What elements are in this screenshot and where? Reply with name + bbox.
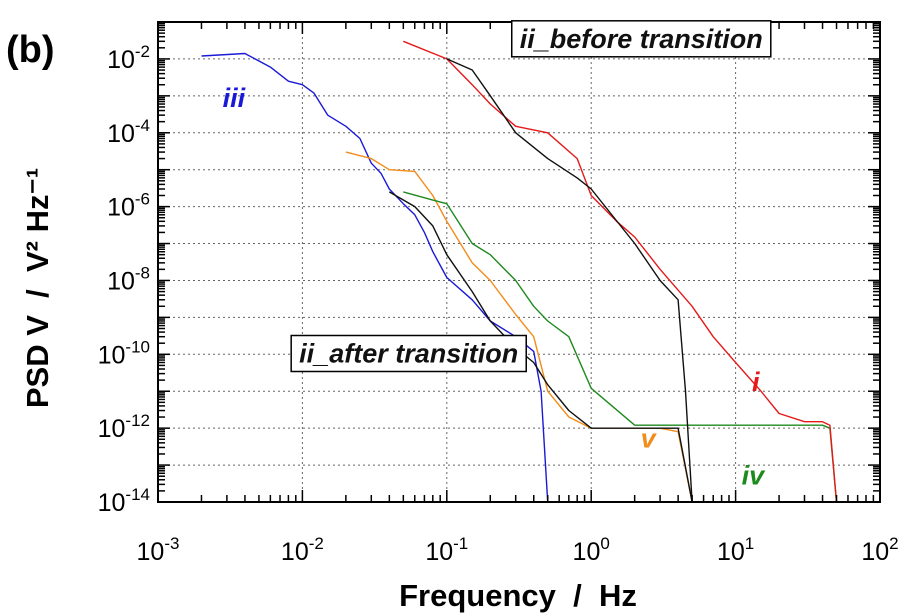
y-tick-label: 10-2 [107, 42, 150, 74]
x-axis-label: Frequency / Hz [399, 578, 637, 613]
series-iii [201, 52, 549, 502]
x-tick-label: 10-3 [137, 534, 180, 566]
y-axis-label: PSD V / V² Hz⁻¹ [20, 168, 55, 408]
y-tick-label: 10-14 [98, 485, 150, 517]
annotation-ii-after-transition: ii_after transition [299, 338, 518, 368]
series-ii-before-transition [446, 58, 693, 502]
panel-label: (b) [6, 29, 55, 71]
series-i [403, 40, 838, 502]
x-tick-label: 101 [717, 534, 754, 566]
y-tick-label: 10-4 [107, 116, 150, 148]
y-tick-label: 10-10 [98, 337, 150, 369]
annotation-ii-before-transition-box [510, 20, 772, 58]
x-tick-label: 100 [573, 534, 610, 566]
annotation-iv: iv [742, 460, 767, 490]
x-tick-label: 10-2 [281, 534, 324, 566]
x-tick-label: 10-1 [425, 534, 468, 566]
annotation-ii-after-transition-box [290, 334, 527, 373]
series-iv [403, 191, 838, 502]
x-tick-label: 102 [861, 534, 898, 566]
annotation-iii: iii [223, 83, 246, 113]
plot-frame [157, 21, 881, 503]
series-annotations: iii ii_before transition ii_after transiti… [223, 20, 772, 490]
tick-labels: 10-3 10-2 10-1 100 101 102 10-2 10-4 10-6 10-8 10-… [98, 42, 899, 566]
axis-ticks [157, 22, 881, 503]
y-tick-label: 10-8 [107, 263, 150, 295]
grid-lines [157, 21, 881, 503]
y-tick-label: 10-6 [107, 190, 150, 222]
annotation-v: v [641, 423, 658, 453]
y-tick-label: 10-12 [98, 411, 150, 443]
series-layer [201, 40, 838, 502]
annotation-ii-before-transition: ii_before transition [520, 24, 763, 54]
annotation-i: i [752, 367, 760, 397]
